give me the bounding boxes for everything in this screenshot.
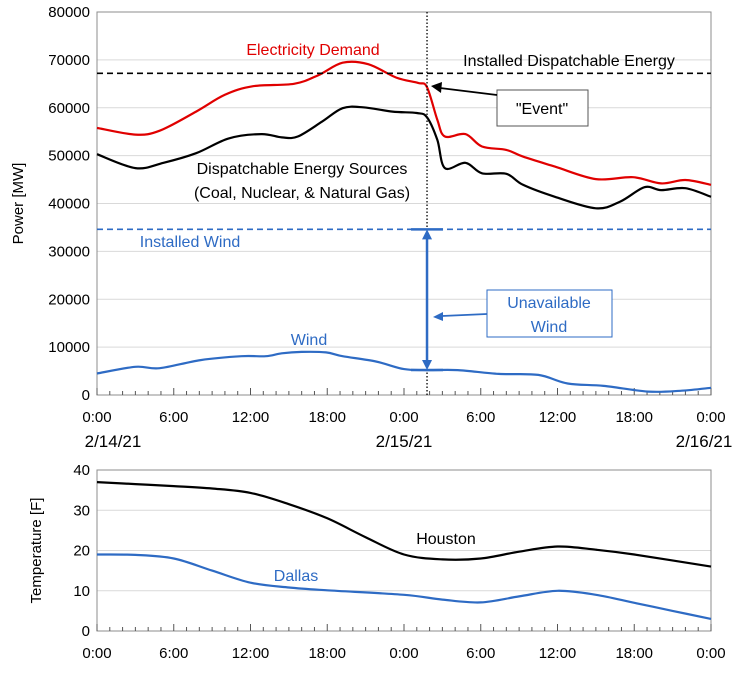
power-y-tick-label: 60000 — [48, 100, 90, 117]
temp-series-line-houston — [96, 481, 712, 568]
unavailable-wind-label-2: Wind — [531, 319, 567, 336]
temp-y-axis-title: Temperature [F] — [28, 498, 45, 604]
arrowhead-up-icon — [422, 229, 433, 240]
temp-y-tick-label: 40 — [73, 462, 90, 479]
temp-y-tick-label: 10 — [73, 583, 90, 600]
power-x-tick-label: 0:00 — [82, 409, 111, 426]
power-y-tick-label: 50000 — [48, 148, 90, 165]
temp-y-tick-label: 30 — [73, 502, 90, 519]
installed-dispatchable-label: Installed Dispatchable Energy — [463, 53, 675, 70]
event-arrow — [439, 87, 498, 96]
temp-x-tick-label: 12:00 — [539, 645, 577, 662]
temp-x-tick-label: 6:00 — [466, 645, 495, 662]
power-x-tick-label: 12:00 — [539, 409, 577, 426]
power-y-tick-label: 80000 — [48, 4, 90, 21]
unavailable-arrowhead-icon — [433, 312, 443, 321]
event-arrowhead-icon — [431, 82, 442, 93]
temp-y-tick-label: 20 — [73, 543, 90, 560]
temp-series-line-dallas — [96, 553, 712, 620]
power-series-line-demand — [96, 60, 712, 186]
date-label: 2/15/21 — [376, 432, 433, 451]
date-label: 2/16/21 — [676, 432, 733, 451]
event-box — [496, 89, 589, 127]
power-y-tick-label: 40000 — [48, 196, 90, 213]
power-x-tick-label: 18:00 — [308, 409, 346, 426]
arrowhead-down-icon — [422, 360, 433, 370]
power-x-tick-label: 18:00 — [615, 409, 653, 426]
power-y-axis-title: Power [MW] — [10, 163, 27, 245]
temp-x-tick-label: 18:00 — [615, 645, 653, 662]
date-label: 2/14/21 — [85, 432, 142, 451]
power-y-tick-label: 70000 — [48, 52, 90, 69]
unavailable-wind-label-1: Unavailable — [507, 295, 591, 312]
power-x-tick-label: 6:00 — [466, 409, 495, 426]
power-series-line-wind — [96, 350, 712, 393]
power-y-tick-label: 0 — [82, 387, 90, 404]
unavailable-wind-pointer — [441, 313, 488, 317]
power-x-tick-label: 12:00 — [232, 409, 270, 426]
wind-label: Wind — [291, 332, 327, 349]
unavailable-wind-box — [486, 289, 613, 338]
demand-label: Electricity Demand — [246, 42, 379, 59]
temp-x-tick-label: 0:00 — [696, 645, 725, 662]
temp-x-tick-label: 18:00 — [308, 645, 346, 662]
temp-x-tick-label: 0:00 — [389, 645, 418, 662]
houston-label: Houston — [416, 531, 476, 548]
installed-wind-label: Installed Wind — [140, 234, 241, 251]
temp-x-tick-label: 0:00 — [82, 645, 111, 662]
event-label: "Event" — [516, 101, 568, 118]
temp-x-tick-label: 12:00 — [232, 645, 270, 662]
power-x-tick-label: 0:00 — [389, 409, 418, 426]
power-y-tick-label: 20000 — [48, 291, 90, 308]
temp-y-tick-label: 0 — [82, 623, 90, 640]
temp-x-tick-label: 6:00 — [159, 645, 188, 662]
power-y-tick-label: 30000 — [48, 243, 90, 260]
power-x-tick-label: 0:00 — [696, 409, 725, 426]
power-x-tick-label: 6:00 — [159, 409, 188, 426]
dispatchable-label-1: Dispatchable Energy Sources — [197, 161, 408, 178]
dispatchable-label-2: (Coal, Nuclear, & Natural Gas) — [194, 185, 410, 202]
power-y-tick-label: 10000 — [48, 339, 90, 356]
dallas-label: Dallas — [274, 568, 318, 585]
